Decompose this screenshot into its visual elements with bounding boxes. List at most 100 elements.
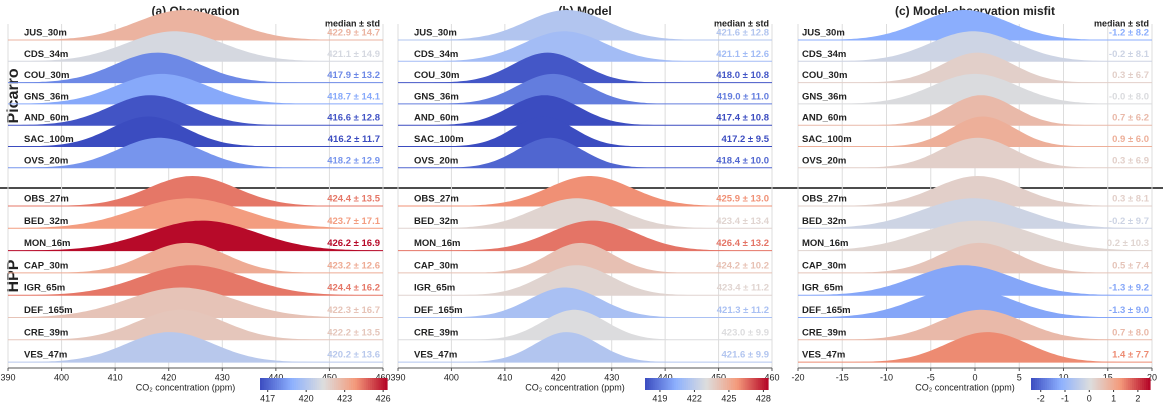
colorbar-cell <box>751 378 755 390</box>
colorbar-tick-label: 417 <box>260 393 275 403</box>
colorbar-cell <box>329 378 333 390</box>
station-label: IGR_65m <box>802 283 843 294</box>
colorbar-cell <box>1106 378 1109 390</box>
station-label: BED_32m <box>414 216 458 227</box>
x-tick-label: 460 <box>764 372 779 382</box>
group-label: Picarro <box>5 68 22 123</box>
colorbar-cell <box>729 378 732 390</box>
colorbar-cell <box>289 378 293 390</box>
station-label: SAC_100m <box>802 134 852 145</box>
median-std-label: 0.2 ± 10.3 <box>1107 238 1149 249</box>
colorbar-cell <box>281 378 284 390</box>
station-label: IGR_65m <box>24 283 65 294</box>
x-tick-label: -20 <box>791 372 804 382</box>
median-std-label: 418.2 ± 12.9 <box>327 155 380 166</box>
median-std-label: 1.4 ± 7.7 <box>1112 350 1149 361</box>
colorbar-cell <box>1076 378 1080 390</box>
colorbar-cell <box>743 378 747 390</box>
station-label: AND_60m <box>802 113 847 124</box>
colorbar-cell <box>302 378 306 390</box>
colorbar-cell <box>334 378 337 390</box>
station-label: AND_60m <box>24 113 69 124</box>
x-tick-label: 410 <box>497 372 512 382</box>
colorbar-cell <box>283 378 286 390</box>
colorbar-cell <box>310 378 314 390</box>
colorbar-cell <box>704 378 708 390</box>
colorbar-cell <box>688 378 691 390</box>
colorbar-cell <box>718 378 722 390</box>
stat-header: median ± std <box>325 18 380 28</box>
colorbar-tick-label: 420 <box>299 393 314 403</box>
station-label: OVS_20m <box>802 155 846 166</box>
median-std-label: -0.0 ± 8.0 <box>1109 91 1149 102</box>
colorbar-cell <box>359 378 363 390</box>
colorbar-cell <box>295 378 299 390</box>
colorbar-cell <box>279 378 282 390</box>
station-label: GNS_36m <box>24 91 69 102</box>
colorbar-cell <box>724 378 728 390</box>
colorbar-cell <box>308 378 312 390</box>
station-label: GNS_36m <box>414 91 459 102</box>
colorbar-cell <box>1138 378 1141 390</box>
colorbar-cell <box>1080 378 1084 390</box>
station-label: CAP_30m <box>24 260 68 271</box>
station-label: CRE_39m <box>802 327 846 338</box>
colorbar-cell <box>1094 378 1098 390</box>
colorbar-cell <box>1064 378 1068 390</box>
x-tick-label: 20 <box>1147 372 1157 382</box>
colorbar-cell <box>268 378 272 390</box>
colorbar-cell <box>741 378 744 390</box>
colorbar-cell <box>319 378 322 390</box>
colorbar-cell <box>763 378 767 390</box>
median-std-label: 421.1 ± 14.9 <box>327 49 380 60</box>
x-tick-label: 440 <box>658 372 673 382</box>
colorbar-cell <box>1120 378 1123 390</box>
colorbar-cell <box>1142 378 1145 390</box>
colorbar-cell <box>1088 378 1092 390</box>
median-std-label: 419.0 ± 11.0 <box>717 91 769 102</box>
colorbar-cell <box>336 378 339 390</box>
colorbar-cell <box>355 378 358 390</box>
colorbar-cell <box>1126 378 1129 390</box>
colorbar-cell <box>1144 378 1147 390</box>
colorbar-cell <box>1060 378 1064 390</box>
median-std-label: 421.3 ± 11.2 <box>717 305 769 316</box>
colorbar-cell <box>357 378 361 390</box>
station-label: IGR_65m <box>414 283 455 294</box>
x-tick-label: 15 <box>1103 372 1113 382</box>
colorbar-cell <box>1036 378 1040 390</box>
ridge <box>8 95 383 126</box>
median-std-label: 0.9 ± 6.0 <box>1112 134 1149 145</box>
station-label: CDS_34m <box>414 49 458 60</box>
colorbar-cell <box>1098 378 1102 390</box>
x-tick-label: 460 <box>375 372 390 382</box>
ridge <box>798 31 1152 62</box>
colorbar-cell <box>710 378 714 390</box>
colorbar-cell <box>367 378 371 390</box>
median-std-label: 423.7 ± 17.1 <box>327 216 380 227</box>
colorbar-cell <box>702 378 706 390</box>
ridge <box>798 176 1152 206</box>
median-std-label: 0.7 ± 6.2 <box>1112 113 1149 124</box>
colorbar-cell <box>700 378 703 390</box>
colorbar-cell <box>1034 378 1038 390</box>
ridge <box>798 242 1152 273</box>
colorbar-cell <box>304 378 308 390</box>
colorbar-cell <box>1072 378 1076 390</box>
median-std-label: 416.6 ± 12.8 <box>327 113 380 124</box>
colorbar-cell <box>739 378 742 390</box>
station-label: SAC_100m <box>414 134 464 145</box>
ridge <box>398 242 772 273</box>
median-std-label: 417.9 ± 13.2 <box>327 70 380 81</box>
station-label: JUS_30m <box>802 28 845 39</box>
colorbar-cell <box>325 378 329 390</box>
colorbar-cell <box>331 378 335 390</box>
station-label: OBS_27m <box>802 194 847 205</box>
ridge <box>8 176 383 206</box>
colorbar-cell <box>1104 378 1107 390</box>
colorbar-tick-label: 422 <box>687 393 702 403</box>
colorbar-cell <box>649 378 652 390</box>
colorbar-cell <box>714 378 718 390</box>
x-tick-label: 450 <box>711 372 726 382</box>
station-label: CAP_30m <box>414 260 458 271</box>
